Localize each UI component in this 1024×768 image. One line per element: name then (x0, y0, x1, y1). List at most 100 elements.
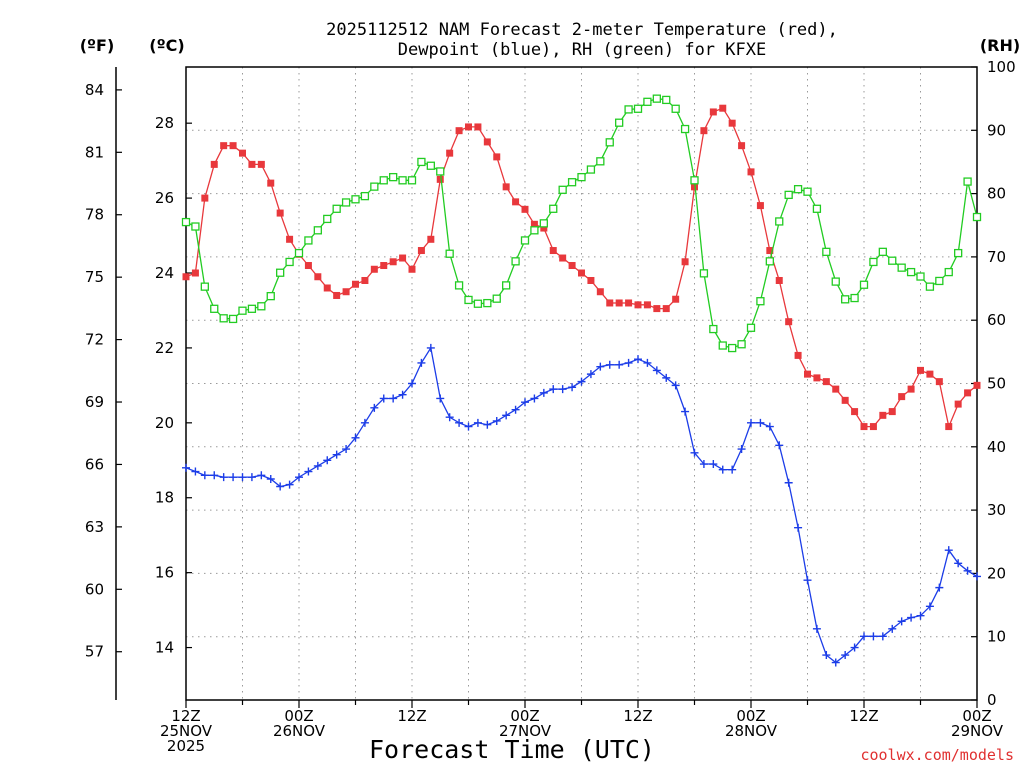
data-point (351, 195, 360, 204)
rh-tick-label: 30 (987, 501, 1006, 519)
data-point (634, 355, 642, 364)
data-point (973, 381, 981, 389)
data-point (257, 302, 266, 311)
data-point (220, 142, 228, 150)
data-point (897, 263, 906, 272)
data-point (304, 236, 313, 245)
data-point (822, 651, 831, 660)
chart-title: 2025112512 NAM Forecast 2-meter Temperat… (326, 20, 838, 40)
series-layer (181, 94, 982, 667)
celsius-tick-label: 16 (155, 564, 174, 582)
data-point (229, 142, 237, 150)
data-point (295, 473, 303, 482)
fahrenheit-tick-label: 81 (85, 143, 104, 161)
data-point (267, 179, 275, 187)
rh-tick-label: 10 (987, 628, 1006, 646)
data-point (765, 257, 774, 266)
celsius-tick-label: 18 (155, 489, 174, 507)
series-dewpoint (182, 343, 981, 667)
data-point (313, 461, 322, 470)
data-point (586, 370, 595, 379)
data-point (728, 343, 737, 353)
data-point (200, 282, 209, 291)
data-point (935, 583, 944, 592)
data-point (925, 602, 934, 611)
data-point (492, 294, 501, 303)
data-point (398, 176, 407, 185)
data-point (925, 282, 935, 291)
time-tick-label: 12Z (397, 707, 426, 725)
data-point (586, 165, 596, 174)
data-point (417, 247, 425, 255)
data-point (304, 262, 312, 270)
data-point (671, 104, 680, 113)
data-point (878, 632, 887, 641)
data-point (276, 209, 284, 217)
data-point (869, 632, 878, 641)
data-point (756, 418, 765, 427)
data-point (379, 176, 388, 185)
time-tick-label: 25NOV (160, 722, 213, 740)
data-point (737, 340, 746, 349)
data-point (502, 183, 510, 191)
data-point (954, 559, 963, 568)
data-point (549, 247, 557, 255)
data-point (210, 160, 218, 168)
data-point (248, 160, 256, 168)
data-point (417, 157, 426, 167)
data-point (549, 385, 558, 394)
data-point (521, 205, 529, 213)
data-point (228, 314, 238, 324)
data-point (511, 257, 520, 266)
data-point (361, 276, 369, 284)
data-point (785, 318, 793, 326)
data-point (813, 374, 821, 382)
rh-tick-label: 80 (987, 185, 1006, 203)
data-point (333, 291, 341, 299)
rh-tick-label: 50 (987, 375, 1006, 393)
data-point (963, 177, 972, 186)
data-point (747, 418, 755, 427)
data-point (596, 157, 605, 166)
data-point (615, 118, 624, 127)
time-tick-label: 00Z (736, 707, 765, 725)
data-point (851, 408, 859, 416)
data-point (436, 394, 445, 403)
data-point (944, 267, 953, 277)
time-tick-label: 00Z (284, 707, 313, 725)
data-point (370, 265, 378, 273)
data-point (540, 224, 548, 232)
data-point (539, 388, 548, 397)
data-point (323, 456, 332, 465)
time-tick-label: 28NOV (725, 722, 778, 740)
data-point (822, 247, 831, 256)
data-point (794, 351, 802, 359)
data-point (831, 277, 840, 286)
data-point (191, 269, 199, 277)
fahrenheit-tick-label: 84 (85, 81, 104, 99)
data-point (633, 104, 643, 113)
data-point (182, 273, 190, 281)
data-point (417, 358, 426, 367)
data-point (389, 172, 398, 182)
data-point (784, 478, 793, 487)
rh-tick-label: 70 (987, 248, 1006, 266)
data-point (219, 473, 228, 482)
data-point (700, 127, 708, 135)
data-point (530, 226, 539, 235)
data-point (662, 95, 671, 105)
data-point (577, 377, 586, 386)
data-point (766, 247, 774, 255)
celsius-tick-label: 26 (155, 189, 174, 207)
data-point (907, 385, 915, 393)
data-point (916, 611, 925, 620)
data-point (738, 142, 746, 150)
data-point (426, 343, 435, 352)
data-point (897, 617, 906, 626)
data-point (972, 212, 982, 222)
credit-text: coolwx.com/models (860, 746, 1014, 764)
data-point (662, 305, 670, 313)
rh-tick-label: 90 (987, 121, 1006, 139)
